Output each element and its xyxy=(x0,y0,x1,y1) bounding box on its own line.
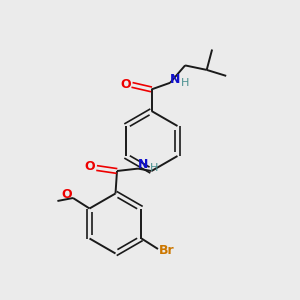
Text: N: N xyxy=(170,73,180,86)
Text: Br: Br xyxy=(159,244,174,257)
Text: O: O xyxy=(84,160,95,173)
Text: H: H xyxy=(181,78,189,88)
Text: O: O xyxy=(61,188,72,201)
Text: O: O xyxy=(120,77,131,91)
Text: N: N xyxy=(138,158,148,172)
Text: H: H xyxy=(149,163,158,173)
